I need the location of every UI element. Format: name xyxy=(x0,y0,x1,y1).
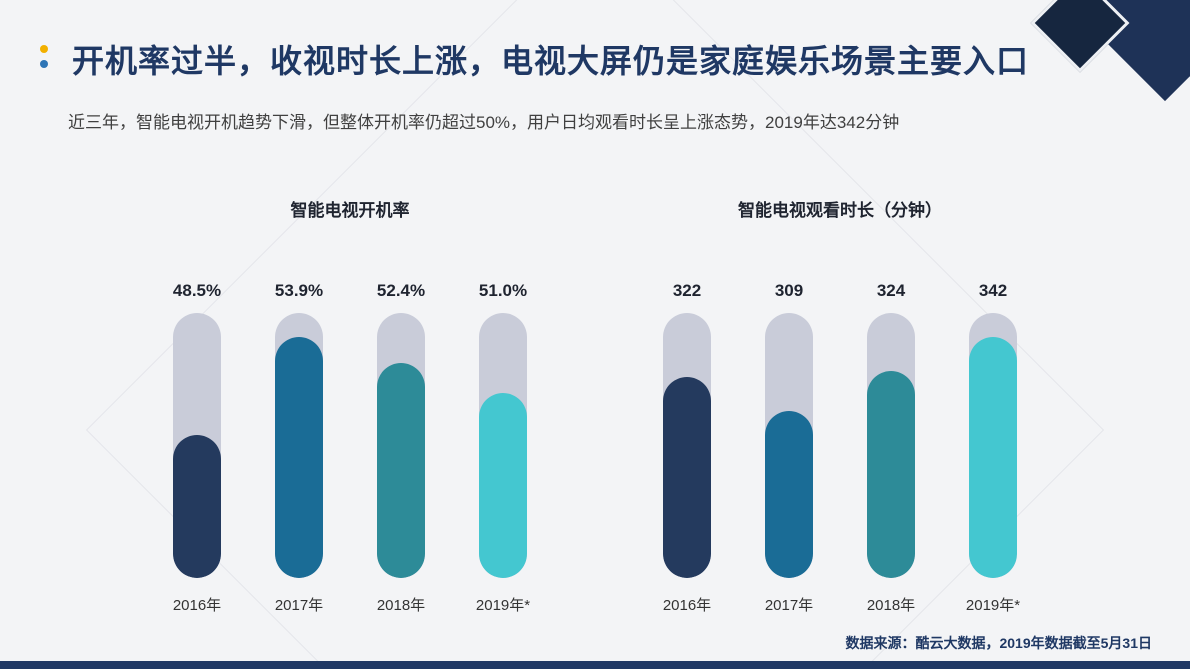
bar-fill xyxy=(969,336,1017,578)
yellow-dot-icon xyxy=(40,45,48,53)
bottom-accent-bar xyxy=(0,661,1190,669)
bar-fill xyxy=(765,411,813,578)
bar-fill xyxy=(663,376,711,578)
page-title: 开机率过半，收视时长上涨，电视大屏仍是家庭娱乐场景主要入口 xyxy=(72,43,1030,79)
chart-title-power-on-rate: 智能电视开机率 xyxy=(290,201,410,220)
bar-fill xyxy=(173,434,221,578)
bar-value-label: 342 xyxy=(978,281,1008,300)
bar-fill xyxy=(867,371,915,578)
bar-category-label: 2017年 xyxy=(764,597,814,614)
header: 开机率过半，收视时长上涨，电视大屏仍是家庭娱乐场景主要入口 xyxy=(40,36,1029,82)
bar-fill xyxy=(275,336,323,578)
bar-track xyxy=(867,313,915,578)
bar-column: 342 2019年* xyxy=(965,281,1021,615)
bar-category-label: 2016年 xyxy=(172,597,222,614)
bar-track xyxy=(969,313,1017,578)
bar-category-label: 2019年* xyxy=(965,597,1021,614)
subtitle: 近三年，智能电视开机趋势下滑，但整体开机率仍超过50%，用户日均观看时长呈上涨态… xyxy=(68,113,900,132)
bar-value-label: 309 xyxy=(774,281,804,300)
bar-track xyxy=(275,313,323,578)
bar-column: 322 2016年 xyxy=(663,281,711,615)
bar-column: 53.9% 2017年 xyxy=(275,281,323,615)
bar-track xyxy=(173,313,221,578)
data-source-note: 数据来源：酷云大数据，2019年数据截至5月31日 xyxy=(845,635,1152,651)
bar-value-label: 48.5% xyxy=(172,281,222,300)
bar-track xyxy=(377,313,425,578)
bar-column: 51.0% 2019年* xyxy=(475,281,531,615)
bar-category-label: 2019年* xyxy=(475,597,531,614)
bar-column: 48.5% 2016年 xyxy=(173,281,221,615)
bar-category-label: 2017年 xyxy=(274,597,324,614)
bar-category-label: 2018年 xyxy=(376,597,426,614)
bar-fill xyxy=(479,392,527,578)
bar-track xyxy=(765,313,813,578)
bar-column: 52.4% 2018年 xyxy=(377,281,425,615)
corner-diamond-small xyxy=(1030,0,1130,73)
bar-track xyxy=(663,313,711,578)
chart-tv-power-on-rate: 智能电视开机率 48.5% 2016年 53.9% 2017年 52.4% 2018年 51… xyxy=(140,196,560,615)
bar-group-watch-duration: 322 2016年 309 2017年 324 2018年 342 2019年* xyxy=(630,281,1050,615)
chart-title-watch-duration: 智能电视观看时长（分钟） xyxy=(738,201,942,220)
bar-column: 324 2018年 xyxy=(867,281,915,615)
bar-value-label: 52.4% xyxy=(376,281,426,300)
bar-group-power-on-rate: 48.5% 2016年 53.9% 2017年 52.4% 2018年 51.0% 2019年… xyxy=(140,281,560,615)
bar-column: 309 2017年 xyxy=(765,281,813,615)
bar-category-label: 2016年 xyxy=(662,597,712,614)
bar-fill xyxy=(377,363,425,578)
bar-value-label: 324 xyxy=(876,281,906,300)
bar-track xyxy=(479,313,527,578)
bar-value-label: 53.9% xyxy=(274,281,324,300)
blue-dot-icon xyxy=(40,60,48,68)
chart-tv-watch-duration: 智能电视观看时长（分钟） 322 2016年 309 2017年 324 2018年 342… xyxy=(630,196,1050,615)
bar-value-label: 322 xyxy=(672,281,702,300)
title-bullet-dots xyxy=(40,45,48,68)
bar-value-label: 51.0% xyxy=(478,281,528,300)
bar-category-label: 2018年 xyxy=(866,597,916,614)
